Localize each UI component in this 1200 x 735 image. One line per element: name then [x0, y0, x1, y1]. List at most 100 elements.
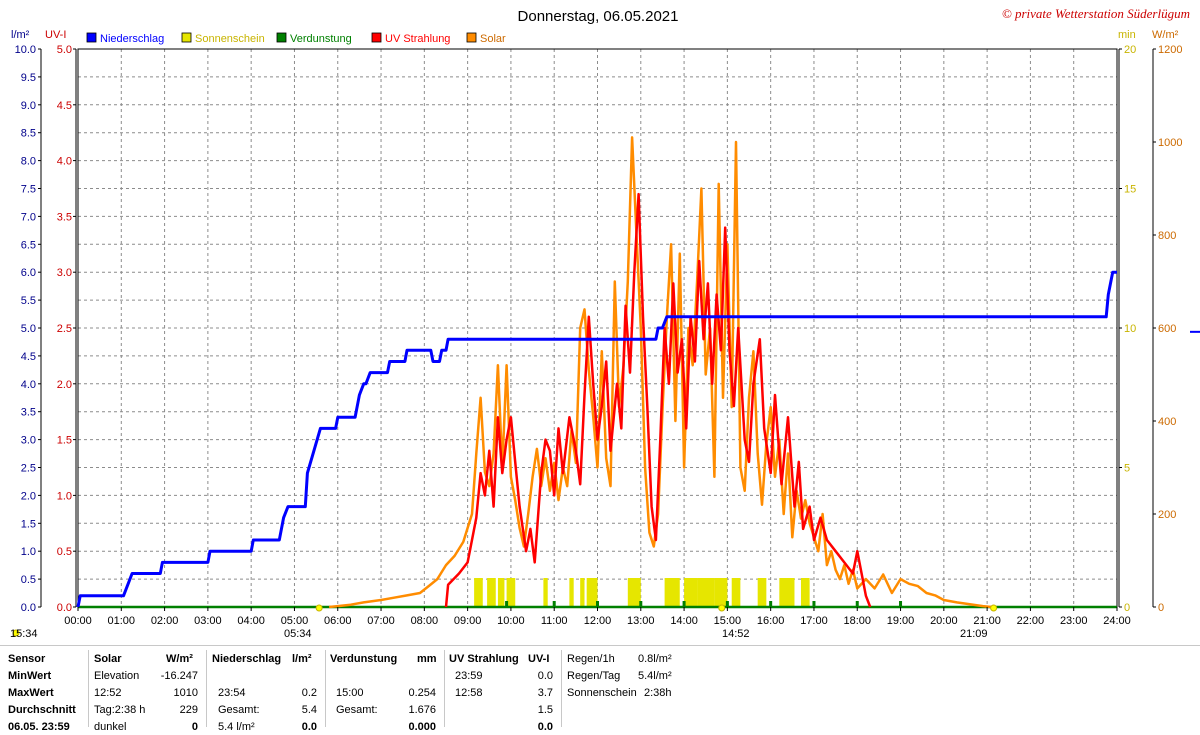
x-tick-label: 03:00	[194, 615, 222, 627]
rain-tick-label: 2.5	[21, 463, 36, 475]
solar-tick-label: 600	[1158, 323, 1176, 335]
header-solar-unit: W/m²	[166, 653, 193, 665]
x-tick-label: 23:00	[1060, 615, 1088, 627]
x-tick-label: 22:00	[1017, 615, 1045, 627]
sunshine-bar	[506, 578, 516, 607]
table-cell: dunkel	[94, 721, 127, 733]
series-line-solar	[328, 136, 992, 609]
evap-mark	[552, 601, 556, 607]
col-divider	[444, 650, 445, 727]
evap-mark	[725, 601, 729, 607]
rain-tick-label: 8.5	[21, 128, 36, 140]
rain-tick-label: 3.5	[21, 407, 36, 419]
x-tick-label: 18:00	[843, 615, 871, 627]
table-cell: 06.05. 23:59	[8, 721, 70, 733]
sun-tick-label: 10	[1124, 323, 1136, 335]
sunshine-bar	[569, 578, 574, 607]
rain-tick-label: 7.0	[21, 211, 36, 223]
table-cell: 23:59	[455, 670, 483, 682]
solar-noon-time: 14:52	[722, 628, 750, 640]
sun-marker-icon	[990, 604, 998, 612]
evap-mark	[855, 601, 859, 607]
x-tick-label: 11:00	[541, 615, 568, 627]
sunshine-bar	[714, 578, 728, 607]
weather-chart: 0.0 0.5 1.0 1.5 2.0 2.5 3.0 3.5 4.0 4.5 5.0 5.5 6.0 6…	[10, 6, 1200, 640]
sunshine-bar	[474, 578, 483, 607]
table-cell: MinWert	[8, 670, 52, 682]
uv-tick-label: 4.5	[57, 100, 72, 112]
x-tick-label: 09:00	[454, 615, 482, 627]
table-cell: 0.000	[408, 721, 436, 733]
unit-solar: W/m²	[1152, 29, 1179, 41]
table-cell: 1010	[173, 687, 198, 699]
legend-label: UV Strahlung	[385, 33, 450, 45]
rain-tick-label: 0.5	[21, 574, 36, 586]
uv-tick-label: 4.0	[57, 156, 72, 168]
x-tick-label: 20:00	[930, 615, 958, 627]
header-solar: Solar	[94, 653, 122, 665]
sunshine-bar	[800, 578, 810, 607]
solar-tick-label: 400	[1158, 416, 1176, 428]
sun-marker-icon	[315, 604, 323, 612]
evap-mark	[769, 601, 773, 607]
unit-uv: UV-I	[45, 29, 66, 41]
sunshine-bar	[684, 578, 698, 607]
uv-tick-label: 0.0	[57, 602, 72, 614]
legend-swatch	[276, 32, 287, 43]
stats-table: Sensor Solar W/m² Niederschlag l/m² Verd…	[0, 645, 1200, 733]
copyright-label: © private Wetterstation Süderlügum	[1002, 6, 1190, 21]
summary-key: Regen/1h	[567, 653, 615, 665]
uv-tick-label: 2.0	[57, 379, 72, 391]
x-tick-label: 06:00	[324, 615, 352, 627]
summary-key: Regen/Tag	[567, 670, 621, 682]
col-divider	[561, 650, 562, 727]
sun-tick-label: 20	[1124, 44, 1136, 56]
header-rain-unit: l/m²	[292, 653, 312, 665]
sunshine-bar	[586, 578, 598, 607]
legend-swatch	[181, 32, 192, 43]
left-axes: 0.0 0.5 1.0 1.5 2.0 2.5 3.0 3.5 4.0 4.5 5.0 5.5 6.0 6…	[15, 44, 77, 614]
x-tick-label: 05:00	[281, 615, 309, 627]
sunshine-bars	[474, 578, 810, 607]
legend: Niederschlag Sonnenschein Verdunstung UV St…	[86, 32, 506, 45]
sunshine-bar	[487, 578, 496, 607]
x-tick-label: 00:00	[64, 615, 92, 627]
table-cell: Tag:2:38 h	[94, 704, 146, 716]
evap-mark	[596, 601, 599, 607]
rain-tick-label: 10.0	[15, 44, 36, 56]
table-cell: 0.254	[408, 687, 436, 699]
series-line-niederschlag	[76, 270, 1117, 608]
rain-tick-label: 0.0	[21, 602, 36, 614]
sunshine-bar	[580, 578, 585, 607]
evap-mark	[505, 601, 509, 607]
table-cell: 1.5	[537, 704, 553, 716]
uv-tick-label: 2.5	[57, 323, 72, 335]
legend-label: Solar	[480, 33, 506, 45]
header-evap: Verdunstung	[330, 653, 398, 665]
table-cell: -16.247	[160, 670, 198, 682]
sunshine-bar	[627, 578, 641, 607]
sunshine-bar	[697, 578, 715, 607]
sun-marker-icon	[718, 604, 726, 612]
table-cell: MaxWert	[8, 687, 54, 699]
rain-tick-label: 2.0	[21, 490, 36, 502]
solar-tick-label: 1200	[1158, 44, 1182, 56]
x-tick-label: 13:00	[627, 615, 655, 627]
header-sensor: Sensor	[8, 653, 46, 665]
x-tick-label: 08:00	[411, 615, 439, 627]
table-cell: 15:00	[336, 687, 364, 699]
sunshine-bar	[543, 578, 548, 607]
table-cell: 5.4	[301, 704, 317, 716]
uv-tick-label: 1.5	[57, 435, 72, 447]
col-divider	[325, 650, 326, 727]
rain-tick-label: 4.5	[21, 351, 36, 363]
sunshine-bar	[497, 578, 505, 607]
evap-mark	[899, 601, 903, 607]
table-cell: 0.0	[537, 721, 553, 733]
rain-tick-label: 9.0	[21, 100, 36, 112]
x-tick-label: 04:00	[237, 615, 265, 627]
sunrise-time: 05:34	[284, 628, 312, 640]
x-tick-label: 17:00	[800, 615, 828, 627]
sun-marker-icon	[12, 629, 20, 637]
